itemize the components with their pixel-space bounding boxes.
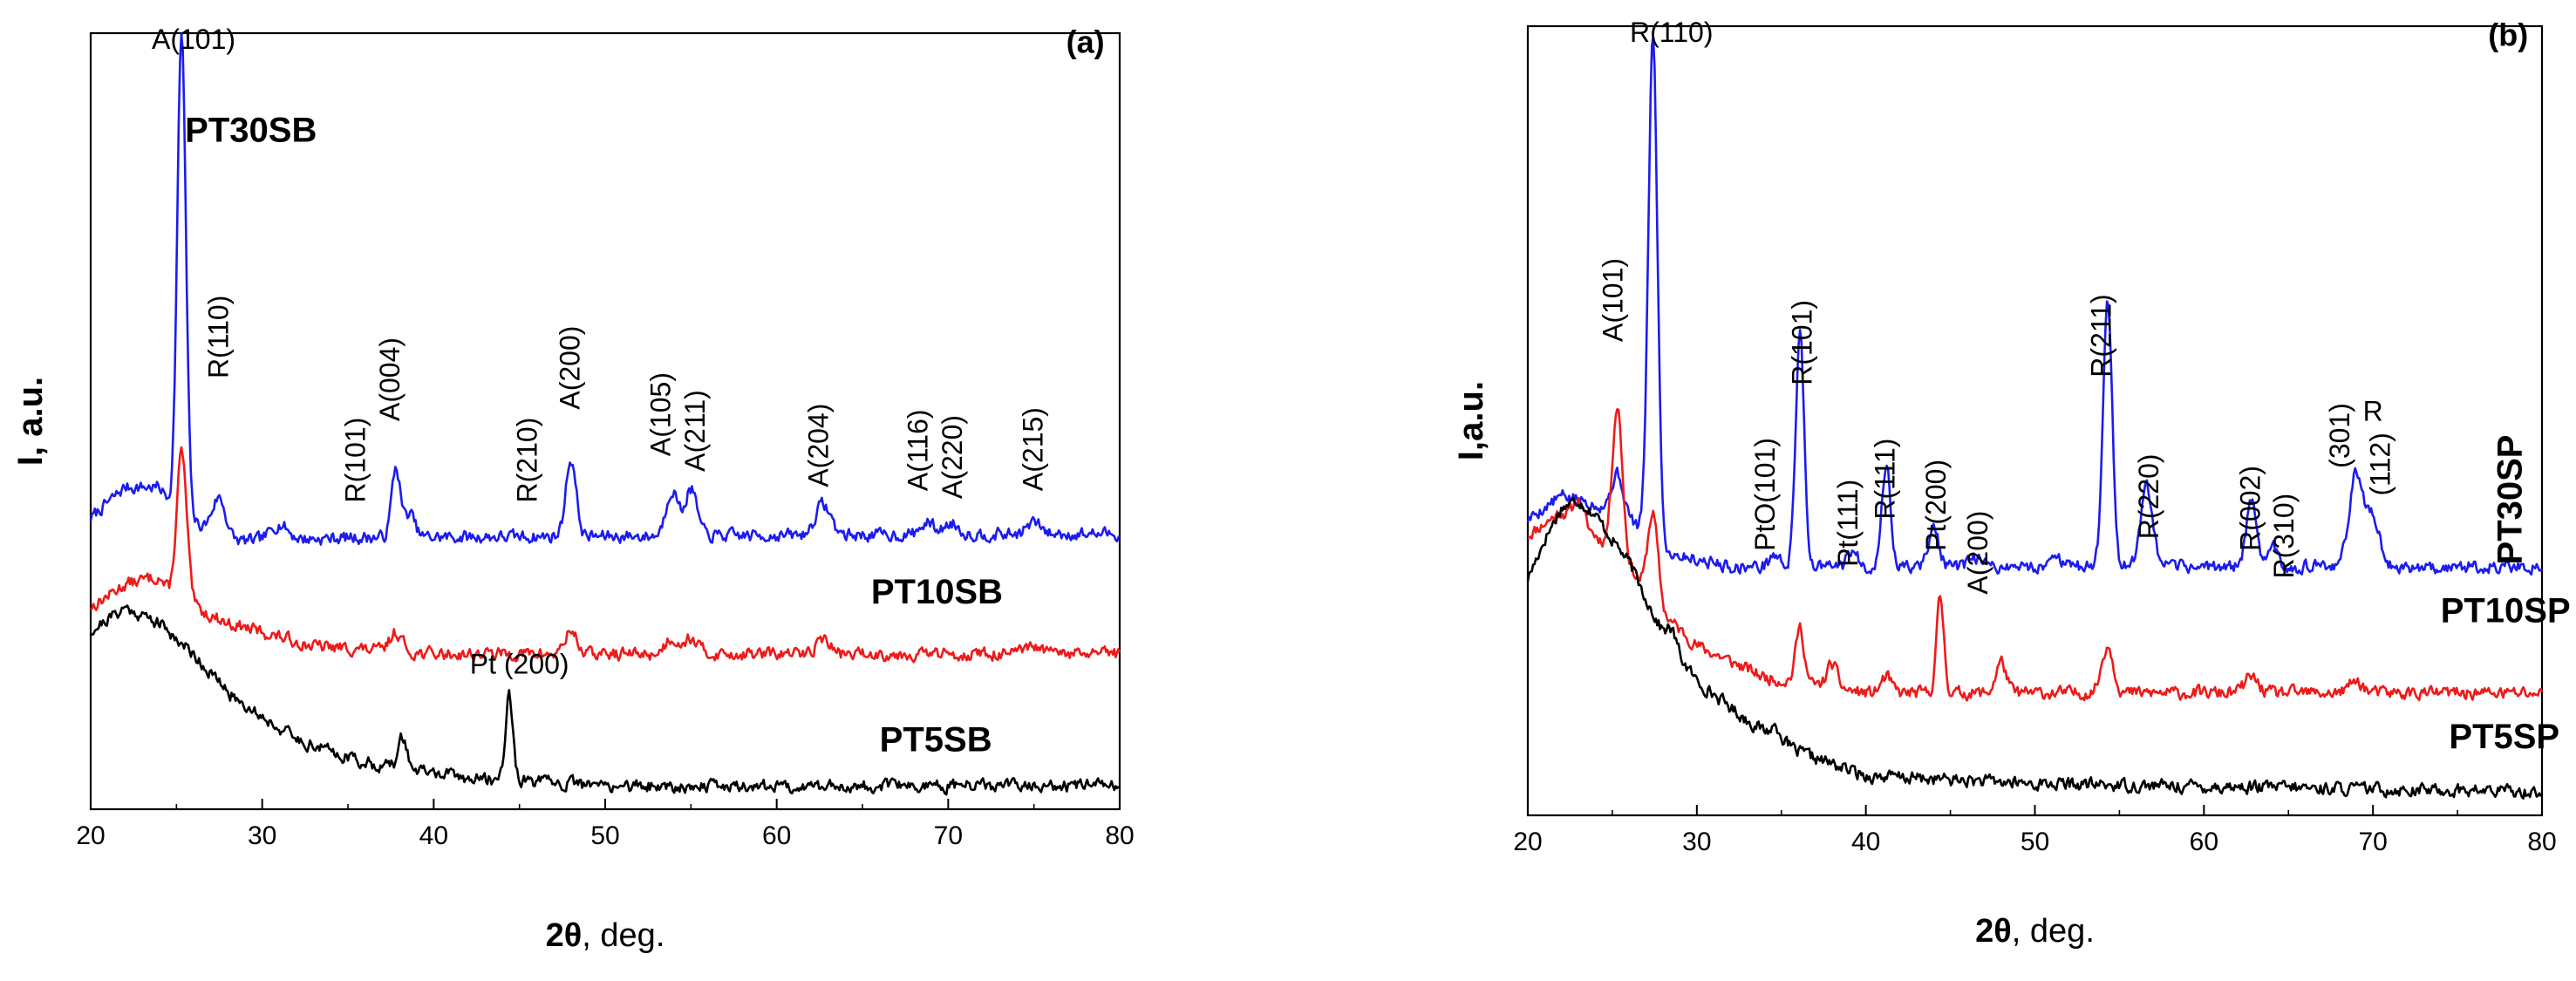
x-axis-label-unit: , deg. [2012,913,2095,950]
chart-panel-a: 20 30 40 50 60 70 80 2θ, deg. I, a.u. PT30SB PT10S… [11,24,1135,954]
peak-annotation: R(101) [1787,300,1818,385]
x-tick-label: 70 [2358,828,2387,856]
peak-annotation: R [2363,396,2383,427]
x-tick-label: 80 [2527,828,2556,856]
peak-annotation: Pt(111) [1832,480,1864,567]
peak-annotation: A(004) [374,337,405,421]
series-line-pt5sb [90,604,1121,796]
x-tick-label: 20 [76,821,105,850]
peak-annotation: A(215) [1018,407,1049,491]
peak-annotation: A(116) [903,409,934,491]
series-label-pt5sp: PT5SP [2449,718,2559,756]
peak-annotation: R(110) [1630,17,1713,48]
x-tick-label: 30 [248,821,276,850]
series-line-pt30sb [89,32,1121,546]
peak-annotation: A(200) [1962,511,1993,595]
series-label-pt10sp: PT10SP [2441,591,2571,630]
x-axis-label-symbol: 2θ [1975,913,2012,950]
series-line-pt5sp [1526,496,2543,800]
peak-annotation: R(210) [511,418,542,503]
peak-annotation: A(211) [679,390,711,472]
x-tick-label: 60 [2190,828,2218,856]
peak-annotation: R(310) [2268,494,2300,579]
x-tick-label: 20 [1513,828,1542,856]
x-tick-label: 80 [1105,821,1134,850]
chart-panel-b: 20 30 40 50 60 70 80 2θ, deg. I,a.u. PT30SP PT10SP… [1452,17,2571,950]
peak-annotation: R(101) [340,418,371,503]
peak-annotation: A(101) [152,24,235,55]
peak-annotation: (301) [2324,403,2355,468]
x-axis-label-unit: , deg. [582,917,664,954]
peak-annotation: R(002) [2234,466,2266,551]
peak-annotation: R(111) [1870,439,1901,520]
x-tick-label: 30 [1682,828,1711,856]
y-axis-label: I,a.u. [1452,381,1490,460]
peak-annotation: R(110) [202,296,234,378]
x-tick-label: 60 [762,821,791,850]
y-axis-label: I, a.u. [11,377,50,466]
series-line-pt30sp [1526,35,2544,576]
series-label-pt30sb: PT30SB [185,112,317,150]
peak-annotation: A(200) [555,326,586,410]
series-line-pt10sp [1528,408,2544,702]
x-axis-label: 2θ, deg. [1975,913,2095,950]
series-label-pt30sp: PT30SP [2491,435,2530,565]
x-axis-label: 2θ, deg. [546,917,665,954]
peak-annotation: (112) [2365,433,2396,495]
series-line-pt10sb [89,446,1121,664]
peak-annotation: A(204) [803,404,835,487]
series-label-pt10sb: PT10SB [871,573,1003,611]
panel-label: (b) [2488,17,2528,53]
panel-label: (a) [1067,24,1105,59]
x-tick-label: 50 [590,821,619,850]
x-tick-label: 50 [2021,828,2049,856]
peak-annotation: R(220) [2133,453,2164,539]
peak-annotation: R(211) [2086,294,2117,377]
peak-annotation: A(101) [1598,258,1629,342]
x-tick-label: 40 [1851,828,1880,856]
peak-annotation: Pt (200) [470,648,569,679]
x-tick-label: 40 [419,821,448,850]
x-axis-label-symbol: 2θ [546,917,583,954]
peak-annotation: A(105) [645,372,677,456]
peak-annotation: A(220) [937,415,968,499]
x-tick-label: 70 [934,821,963,850]
peak-annotation: Pt(200) [1920,460,1952,551]
series-label-pt5sb: PT5SB [880,720,992,759]
peak-annotation: PtO(101) [1749,438,1781,551]
